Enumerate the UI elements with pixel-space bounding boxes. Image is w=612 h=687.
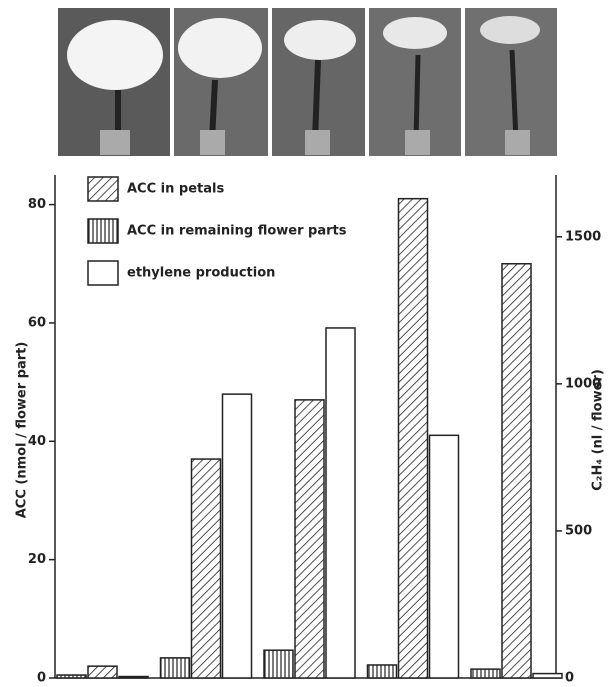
bar — [533, 674, 562, 678]
bar — [430, 435, 459, 678]
bar — [223, 394, 252, 678]
y-tick-label: 0 — [37, 671, 46, 686]
legend-swatch — [88, 177, 118, 201]
y2-tick-label: 500 — [565, 523, 592, 538]
bar — [502, 264, 531, 678]
legend-swatch — [88, 261, 118, 285]
chart: ACC (nmol / flower part) C₂H₄ (nl / flow… — [0, 0, 612, 687]
y-tick-label: 40 — [28, 434, 46, 449]
bar — [471, 669, 500, 678]
bar — [368, 665, 397, 678]
bar — [88, 666, 117, 678]
bar — [295, 400, 324, 678]
bar — [119, 677, 148, 678]
y2-tick-label: 0 — [565, 671, 574, 686]
legend-label: ACC in petals — [127, 182, 224, 197]
y-axis-label: ACC (nmol / flower part) — [15, 342, 30, 519]
y-tick-label: 20 — [28, 552, 46, 567]
legend-swatch — [88, 219, 118, 243]
bar — [399, 199, 428, 678]
legend-label: ACC in remaining flower parts — [127, 224, 347, 239]
y2-tick-label: 1000 — [565, 376, 601, 391]
y2-tick-label: 1500 — [565, 229, 601, 244]
bar — [57, 675, 86, 678]
bar — [264, 650, 293, 678]
photo-strip — [58, 8, 557, 156]
bar — [192, 459, 221, 678]
bar — [326, 328, 355, 678]
y-tick-label: 60 — [28, 315, 46, 330]
bar — [161, 658, 190, 678]
y-tick-label: 80 — [28, 197, 46, 212]
legend-label: ethylene production — [127, 266, 275, 281]
